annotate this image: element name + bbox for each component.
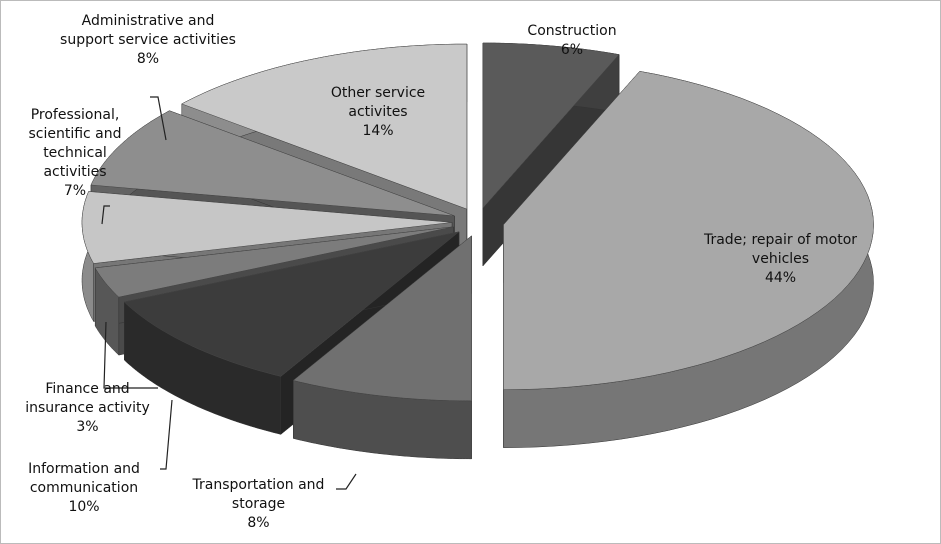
- leader-lines: [101, 96, 357, 490]
- slice-label: Information and communication 10%: [4, 460, 164, 517]
- slice: [503, 71, 874, 390]
- slice-label: Professional, scientific and technical a…: [10, 106, 140, 201]
- slice: [90, 110, 455, 217]
- slice-label: Administrative and support service activ…: [58, 12, 238, 69]
- leader-line: [160, 399, 173, 470]
- leader-line: [101, 205, 110, 225]
- category-label: Other service activites: [330, 85, 426, 120]
- slice-label: Finance and insurance activity 3%: [10, 380, 165, 437]
- value-label: 14%: [362, 123, 394, 139]
- leader-line: [336, 473, 357, 490]
- value-label: 44%: [764, 270, 797, 286]
- category-label: Transportation and storage: [192, 477, 325, 512]
- category-label: Construction: [527, 23, 617, 39]
- slice-label: Construction 6%: [502, 22, 642, 60]
- value-label: 6%: [560, 42, 584, 58]
- slice: [81, 191, 453, 264]
- leader-line: [150, 96, 167, 141]
- category-label: Administrative and support service activ…: [60, 13, 236, 48]
- slice: [181, 43, 468, 210]
- category-label: Trade; repair of motor vehicles: [703, 232, 858, 267]
- category-label: Professional, scientific and technical a…: [28, 107, 122, 180]
- slice: [482, 42, 620, 209]
- leader-line: [103, 321, 158, 389]
- value-label: 7%: [63, 183, 87, 199]
- value-label: 10%: [68, 499, 100, 515]
- slices: [81, 42, 874, 460]
- slice: [292, 235, 472, 402]
- value-label: 8%: [136, 51, 160, 67]
- slice-label: Transportation and storage 8%: [166, 476, 351, 533]
- slice-label: Other service activites 14%: [318, 84, 438, 141]
- value-label: 8%: [247, 515, 270, 531]
- category-label: Finance and insurance activity: [25, 381, 150, 416]
- category-label: Information and communication: [28, 461, 140, 496]
- value-label: 3%: [76, 419, 99, 435]
- slice-label: Trade; repair of motor vehicles 44%: [698, 231, 863, 288]
- slice: [123, 231, 460, 377]
- slice: [94, 226, 454, 298]
